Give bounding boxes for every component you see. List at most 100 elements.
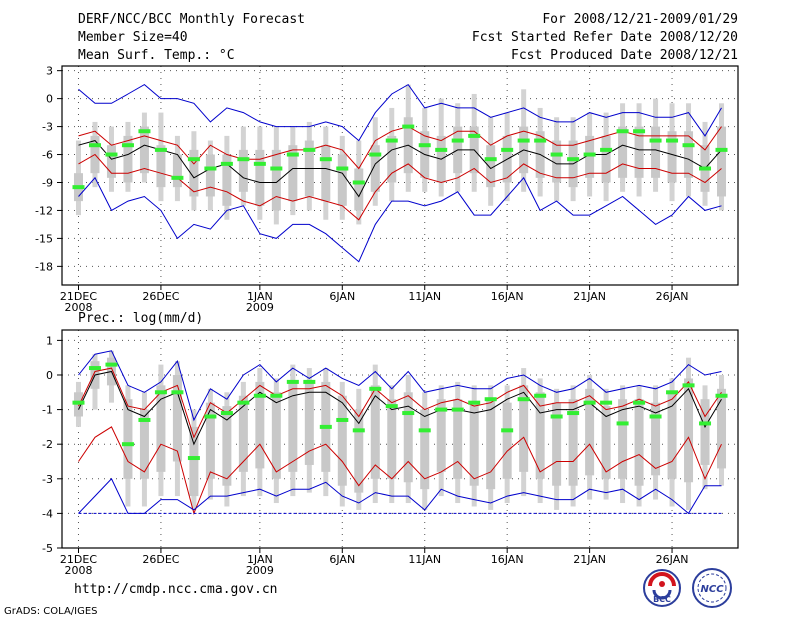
iqr-box (585, 388, 595, 476)
iqr-box (370, 385, 380, 479)
iqr-box (717, 126, 727, 197)
x-tick-label: 11JAN (408, 553, 441, 566)
median-marker (418, 143, 431, 148)
series-line-min (78, 176, 722, 263)
median-marker (385, 404, 398, 409)
median-marker (270, 166, 283, 171)
median-marker (88, 143, 101, 148)
median-marker (715, 393, 728, 398)
forecast-produced-date: Fcst Produced Date 2008/12/21 (511, 48, 738, 63)
median-marker (600, 147, 613, 152)
median-marker (715, 147, 728, 152)
iqr-box (420, 409, 430, 490)
median-marker (484, 157, 497, 162)
median-marker (550, 414, 563, 419)
x-tick-label: 16JAN (491, 290, 524, 303)
median-marker (451, 407, 464, 412)
y-tick-label: 0 (46, 369, 53, 382)
x-tick-year-label: 2009 (246, 301, 274, 314)
iqr-box (337, 154, 347, 206)
iqr-box (321, 145, 331, 202)
median-marker (138, 129, 151, 134)
iqr-box (123, 399, 133, 479)
median-marker (187, 157, 200, 162)
median-marker (286, 379, 299, 384)
median-marker (72, 400, 85, 405)
iqr-box (618, 126, 628, 178)
iqr-box (469, 402, 479, 486)
iqr-box (156, 145, 166, 188)
iqr-box (651, 402, 661, 476)
iqr-box (139, 409, 149, 479)
iqr-box (519, 385, 529, 472)
median-marker (699, 421, 712, 426)
median-marker (369, 152, 382, 157)
median-marker (550, 152, 563, 157)
iqr-box (568, 399, 578, 486)
median-marker (220, 411, 233, 416)
x-tick-label: 21JAN (573, 553, 606, 566)
median-marker (105, 362, 118, 367)
iqr-box (634, 399, 644, 486)
median-marker (682, 143, 695, 148)
iqr-box (304, 381, 314, 465)
iqr-box (238, 395, 248, 472)
iqr-box (651, 126, 661, 178)
median-marker (204, 166, 217, 171)
iqr-box (189, 426, 199, 497)
y-tick-label: 1 (46, 334, 53, 347)
iqr-box (552, 402, 562, 486)
y-tick-label: -9 (42, 176, 53, 189)
variable-label-temperature: Mean Surf. Temp.: °C (78, 48, 235, 63)
x-tick-label: 6JAN (329, 553, 355, 566)
iqr-box (156, 385, 166, 472)
iqr-box (684, 378, 694, 483)
median-marker (336, 417, 349, 422)
median-marker (253, 393, 266, 398)
iqr-box (618, 399, 628, 479)
iqr-box (172, 154, 182, 188)
y-tick-label: -18 (35, 260, 53, 273)
x-tick-year-label: 2008 (64, 301, 92, 314)
x-tick-label: 21JAN (573, 290, 606, 303)
x-tick-label: 16JAN (491, 553, 524, 566)
iqr-box (502, 402, 512, 479)
median-marker (699, 166, 712, 171)
iqr-box (222, 154, 232, 206)
median-marker (402, 124, 415, 129)
median-marker (484, 397, 497, 402)
median-marker (534, 138, 547, 143)
y-tick-label: -15 (35, 232, 53, 245)
median-marker (88, 366, 101, 371)
variable-label-precipitation: Prec.: log(mm/d) (78, 311, 204, 326)
y-tick-label: -2 (42, 438, 53, 451)
median-marker (270, 393, 283, 398)
median-marker (237, 157, 250, 162)
median-marker (220, 161, 233, 166)
median-marker (616, 421, 629, 426)
median-marker (534, 393, 547, 398)
iqr-box (255, 381, 265, 469)
y-tick-label: -5 (42, 542, 53, 555)
median-marker (319, 424, 332, 429)
iqr-box (403, 392, 413, 483)
iqr-box (684, 131, 694, 178)
series-line-mean (78, 370, 722, 446)
median-marker (682, 383, 695, 388)
iqr-box (205, 154, 215, 197)
iqr-box (123, 135, 133, 183)
series-line-lower (78, 153, 722, 221)
median-marker (237, 400, 250, 405)
median-marker (567, 157, 580, 162)
member-size: Member Size=40 (78, 30, 188, 45)
median-marker (435, 147, 448, 152)
iqr-box (436, 399, 446, 472)
x-tick-label: 1JAN (247, 553, 273, 566)
footer-url[interactable]: http://cmdp.ncc.cma.gov.cn (74, 582, 278, 597)
forecast-period: For 2008/12/21-2009/01/29 (542, 12, 738, 27)
y-tick-label: 3 (46, 65, 53, 78)
iqr-box (205, 402, 215, 479)
iqr-box (255, 149, 265, 206)
